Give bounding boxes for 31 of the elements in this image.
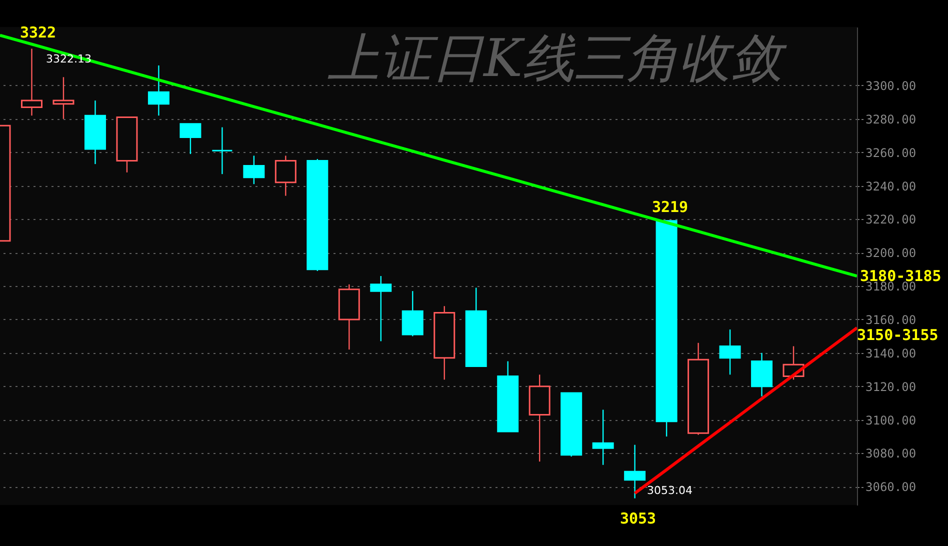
y-tick-label: 3120.00 [866,380,916,394]
candlestick [370,275,392,342]
y-tick-label: 3240.00 [866,179,916,194]
y-tick-label: 3220.00 [866,212,916,227]
candlestick [274,155,296,196]
candlestick [52,76,74,120]
chart-title: 上证日K线三角收敛 [328,29,788,89]
y-tick-label: 3260.00 [866,146,916,160]
y-tick-label: 3280.00 [866,112,916,126]
candlestick [719,328,741,376]
y-tick-label: 3140.00 [866,346,916,360]
y-tick-label: 3080.00 [866,446,916,461]
annotation: 3150-3155 [857,326,938,344]
candlestick [20,48,42,116]
y-tick-label: 3200.00 [866,246,916,260]
y-tick-label: 3060.00 [866,480,916,494]
annotation: 3053.04 [647,484,692,497]
candlestick [211,126,233,175]
y-tick-label: 3160.00 [866,312,916,327]
y-tick-label: 3100.00 [866,413,916,428]
annotation: 3053 [620,509,656,528]
candlestick [624,444,646,499]
y-tick-label: 3300.00 [866,78,916,93]
annotation: 3322 [20,24,56,42]
annotation: 3219 [652,198,688,216]
line-series [633,326,857,495]
candlestick [243,155,265,185]
candlestick [180,123,202,155]
candlestick [592,409,614,466]
candlestick [148,64,170,116]
candlestick [402,290,424,337]
